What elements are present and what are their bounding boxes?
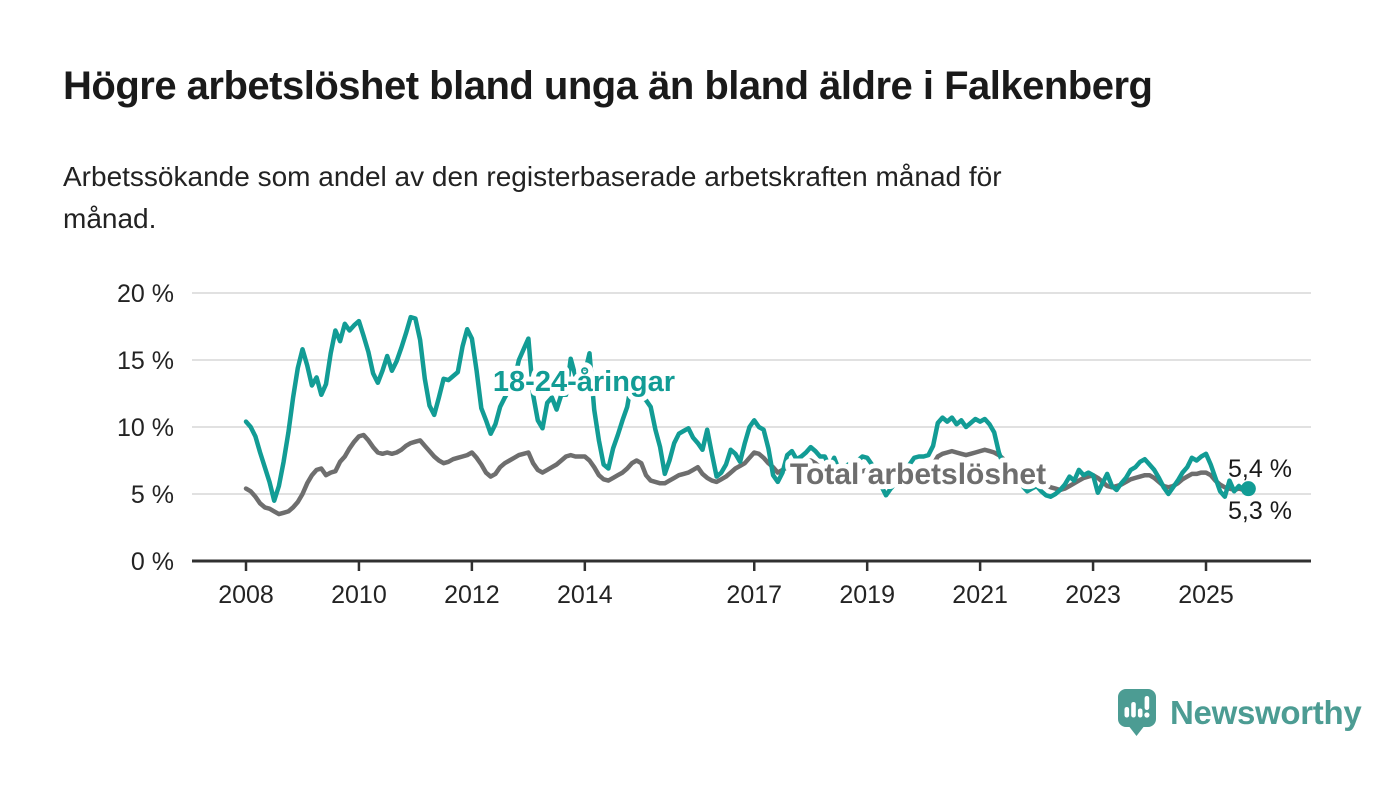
series-line [243, 432, 1251, 517]
y-tick-label: 20 % [117, 280, 174, 308]
y-tick-label: 10 % [117, 414, 174, 442]
x-tick-label: 2014 [557, 581, 613, 609]
series-line [243, 314, 1251, 503]
chart-title: Högre arbetslöshet bland unga än bland ä… [63, 64, 1153, 108]
chart-subtitle-line1: Arbetssökande som andel av den registerb… [63, 161, 1002, 192]
series-label: 18-24-åringar [493, 366, 675, 398]
x-tick-label: 2021 [952, 581, 1008, 609]
x-tick-label: 2010 [331, 581, 387, 609]
x-tick-label: 2017 [726, 581, 782, 609]
series-label: Total arbetslöshet [790, 458, 1046, 491]
end-value-label: 5,3 % [1228, 497, 1292, 525]
x-tick-label: 2025 [1178, 581, 1234, 609]
x-tick-label: 2012 [444, 581, 500, 609]
x-tick-label: 2023 [1065, 581, 1121, 609]
newsworthy-logo: Newsworthy [1117, 688, 1362, 738]
newsworthy-logo-icon [1118, 689, 1156, 736]
y-tick-label: 0 % [131, 548, 174, 576]
end-value-label: 5,4 % [1228, 455, 1292, 483]
newsworthy-logo-text: Newsworthy [1170, 694, 1362, 731]
x-tick-label: 2008 [218, 581, 274, 609]
x-tick-label: 2019 [839, 581, 895, 609]
y-tick-label: 5 % [131, 481, 174, 509]
chart-subtitle: Arbetssökande som andel av den registerb… [63, 156, 1353, 240]
chart-subtitle-line2: månad. [63, 203, 157, 234]
series-end-dot [1240, 481, 1256, 497]
y-tick-label: 15 % [117, 347, 174, 375]
